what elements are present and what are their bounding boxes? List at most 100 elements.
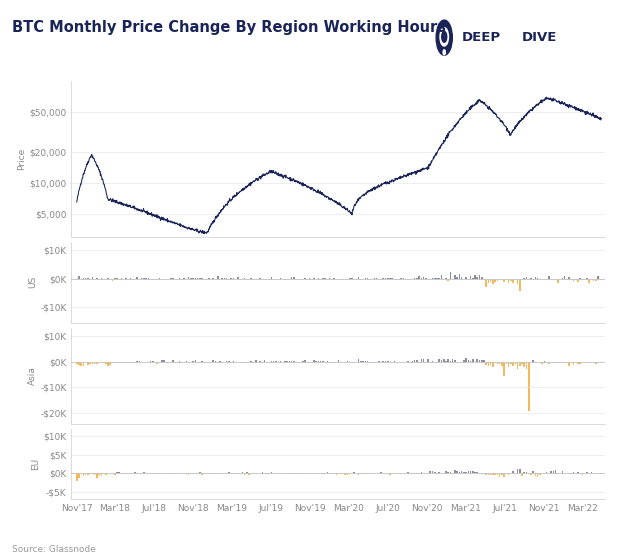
Bar xyxy=(380,472,382,473)
Bar xyxy=(286,361,288,362)
Bar xyxy=(591,472,592,473)
Bar xyxy=(483,473,485,474)
Bar xyxy=(199,472,201,473)
Bar xyxy=(573,362,574,365)
Bar xyxy=(573,279,574,281)
Bar xyxy=(320,473,321,474)
Bar xyxy=(217,276,218,279)
Bar xyxy=(89,279,91,280)
Bar xyxy=(105,473,107,475)
Bar xyxy=(257,279,259,280)
Bar xyxy=(528,279,529,281)
Bar xyxy=(184,278,185,279)
Bar xyxy=(166,362,167,363)
Bar xyxy=(293,473,294,474)
Bar xyxy=(523,472,525,473)
Bar xyxy=(130,278,131,279)
Bar xyxy=(94,362,95,364)
Bar xyxy=(85,362,86,363)
Bar xyxy=(530,278,532,279)
Bar xyxy=(568,362,570,367)
Bar xyxy=(394,279,396,280)
Bar xyxy=(516,469,518,473)
Bar xyxy=(430,470,431,473)
Bar xyxy=(503,473,505,477)
Bar xyxy=(134,362,136,363)
Bar xyxy=(501,362,503,365)
Bar xyxy=(288,361,290,362)
Bar xyxy=(526,277,527,279)
Bar xyxy=(170,362,172,363)
Bar xyxy=(202,473,203,475)
Bar xyxy=(519,362,521,367)
Bar xyxy=(383,361,384,362)
Bar xyxy=(232,278,234,279)
Bar xyxy=(118,362,120,363)
Bar xyxy=(523,278,525,279)
Bar xyxy=(100,362,102,363)
Bar xyxy=(202,361,203,362)
Bar xyxy=(311,279,312,280)
Bar xyxy=(145,278,147,279)
Bar xyxy=(494,279,496,282)
Circle shape xyxy=(440,27,448,46)
Bar xyxy=(474,472,476,473)
Bar xyxy=(188,362,190,363)
Bar xyxy=(430,279,431,280)
Bar xyxy=(445,360,447,362)
Bar xyxy=(143,472,144,473)
Bar xyxy=(416,473,418,474)
Bar xyxy=(577,472,578,473)
Bar xyxy=(340,362,342,363)
Bar xyxy=(539,473,541,474)
Bar xyxy=(515,279,516,280)
Bar xyxy=(485,473,487,475)
Bar xyxy=(441,360,442,362)
Bar xyxy=(226,278,228,279)
Bar xyxy=(483,360,485,362)
Bar xyxy=(284,361,286,362)
Bar xyxy=(568,473,570,474)
Circle shape xyxy=(441,31,447,42)
Bar xyxy=(349,278,350,279)
Bar xyxy=(465,358,467,362)
Bar xyxy=(472,472,474,473)
Bar xyxy=(103,473,104,474)
Bar xyxy=(588,362,590,363)
Bar xyxy=(427,359,429,362)
Bar xyxy=(195,473,196,474)
Bar xyxy=(383,277,384,279)
Bar xyxy=(347,279,348,280)
Bar xyxy=(136,277,138,279)
Bar xyxy=(87,278,89,279)
Bar xyxy=(401,278,402,279)
Bar xyxy=(526,362,527,369)
Bar xyxy=(510,279,512,281)
Bar xyxy=(99,362,100,363)
Bar xyxy=(438,278,440,279)
Bar xyxy=(488,279,489,283)
Bar xyxy=(114,473,115,475)
Bar xyxy=(492,279,494,285)
Bar xyxy=(76,362,78,364)
Bar xyxy=(181,279,183,280)
Bar xyxy=(125,278,126,279)
Bar xyxy=(470,276,471,279)
Bar xyxy=(503,279,505,282)
Bar xyxy=(568,277,570,279)
Bar xyxy=(546,362,547,363)
Bar xyxy=(503,362,505,377)
Bar xyxy=(485,279,487,287)
Bar xyxy=(298,362,299,363)
Bar xyxy=(541,473,543,474)
Bar xyxy=(369,279,371,280)
Bar xyxy=(295,279,297,280)
Bar xyxy=(456,471,458,473)
Bar xyxy=(141,473,143,474)
Bar xyxy=(114,277,115,279)
Bar xyxy=(546,472,547,473)
Bar xyxy=(584,362,585,363)
Bar xyxy=(302,279,304,280)
Bar xyxy=(465,472,467,473)
Bar xyxy=(595,362,596,364)
